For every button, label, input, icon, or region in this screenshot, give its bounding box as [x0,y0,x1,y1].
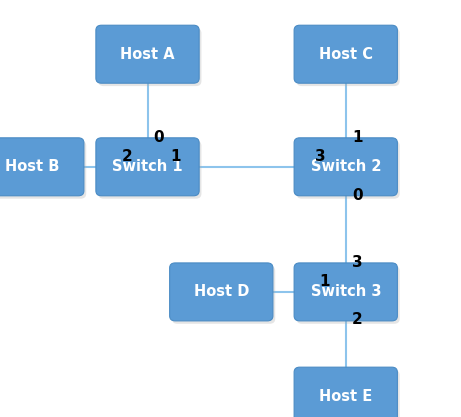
FancyBboxPatch shape [98,141,201,199]
Text: 0: 0 [352,188,363,203]
FancyBboxPatch shape [96,25,199,83]
Text: 0: 0 [154,130,165,145]
FancyBboxPatch shape [296,266,400,324]
FancyBboxPatch shape [172,266,275,324]
FancyBboxPatch shape [294,138,397,196]
FancyBboxPatch shape [294,263,397,321]
FancyBboxPatch shape [294,367,397,417]
Text: Host D: Host D [194,284,249,299]
FancyBboxPatch shape [296,28,400,86]
Text: Host A: Host A [120,47,175,62]
Text: Host C: Host C [319,47,373,62]
Text: Host E: Host E [319,389,372,404]
FancyBboxPatch shape [0,138,84,196]
FancyBboxPatch shape [170,263,273,321]
Text: 1: 1 [320,274,330,289]
FancyBboxPatch shape [98,28,201,86]
Text: Switch 3: Switch 3 [311,284,381,299]
Text: Switch 1: Switch 1 [112,159,183,174]
FancyBboxPatch shape [294,25,397,83]
Text: Host B: Host B [5,159,59,174]
FancyBboxPatch shape [296,141,400,199]
Text: Switch 2: Switch 2 [311,159,381,174]
Text: 3: 3 [352,255,363,270]
Text: 2: 2 [352,311,363,327]
Text: 1: 1 [352,130,362,145]
FancyBboxPatch shape [96,138,199,196]
Text: 3: 3 [315,149,326,164]
FancyBboxPatch shape [296,370,400,417]
FancyBboxPatch shape [0,141,86,199]
Text: 1: 1 [170,149,180,164]
Text: 2: 2 [121,149,132,164]
